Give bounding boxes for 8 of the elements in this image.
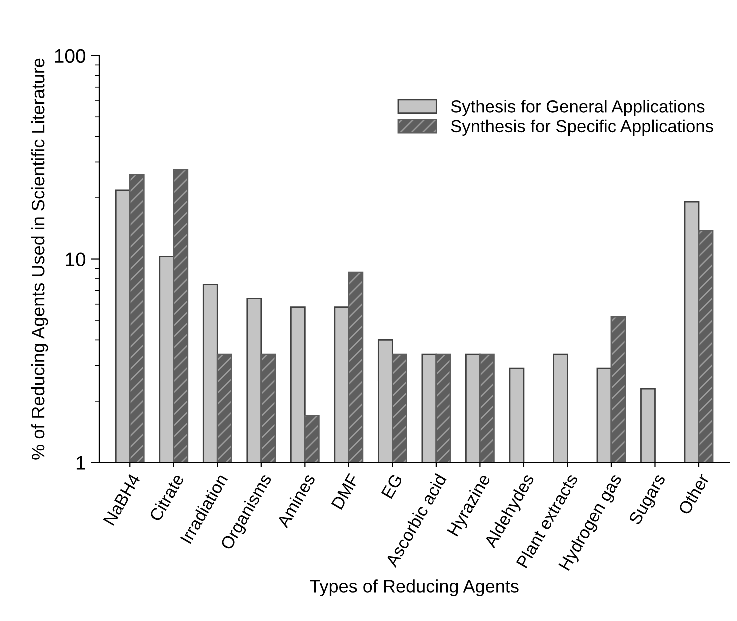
- legend-label: Sythesis for General Applications: [451, 100, 705, 116]
- y-axis-title: % of Reducing Agents Used in Scientific Literature: [31, 58, 48, 460]
- legend-label: Synthesis for Specific Applications: [451, 120, 714, 136]
- x-tick-label: EG: [381, 474, 404, 500]
- y-tick-label: 100: [55, 49, 86, 64]
- y-tick-label: 1: [76, 456, 86, 470]
- x-axis-title: Types of Reducing Agents: [310, 580, 519, 596]
- y-tick-label: 10: [66, 252, 86, 267]
